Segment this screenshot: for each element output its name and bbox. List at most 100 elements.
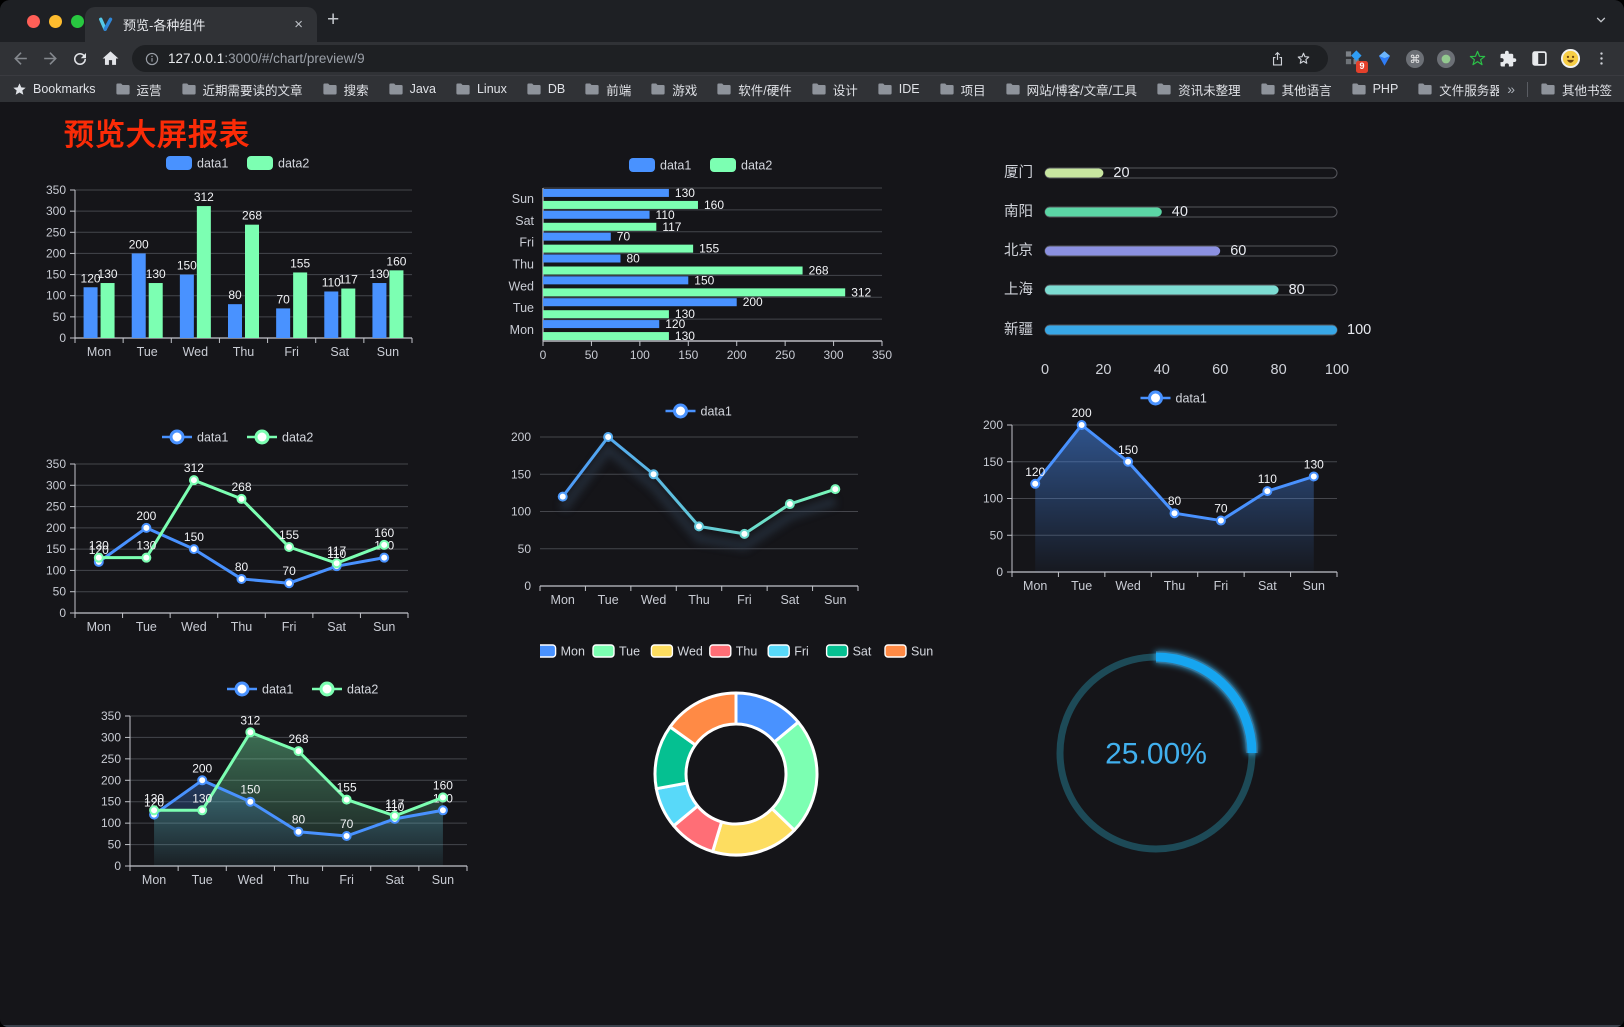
svg-text:Sun: Sun [377, 345, 399, 359]
bookmark-folder-软件/硬件[interactable]: 软件/硬件 [716, 80, 792, 99]
series-data2[interactable]: 130 130 312 268 155 117 160 [98, 190, 407, 338]
svg-text:Sat: Sat [1258, 579, 1277, 593]
url-bar[interactable]: 127.0.0.1:3000/#/chart/preview/9 [132, 45, 1328, 72]
series-data2[interactable]: 130 130 312 268 155 117 160 [89, 461, 395, 569]
chart-percent-gauge[interactable]: 25.00% [1008, 628, 1308, 883]
bookmark-folder-PHP[interactable]: PHP [1351, 82, 1398, 96]
series-data2[interactable]: 130 130 312 268 155 117 160 [144, 713, 453, 821]
legend-item-data2[interactable]: data2 [710, 158, 772, 173]
bookmark-label: 其他语言 [1281, 83, 1332, 98]
window-zoom-button[interactable] [71, 15, 84, 28]
svg-text:Fri: Fri [794, 645, 809, 659]
site-info-icon[interactable] [144, 51, 160, 67]
svg-text:Sat: Sat [515, 214, 534, 228]
bookmarks-manager[interactable]: Bookmarks [12, 82, 96, 97]
legend-item-data1[interactable]: data1 [629, 158, 691, 173]
bookmark-folder-运营[interactable]: 运营 [115, 80, 162, 99]
progress-row-北京[interactable]: 北京 60 [1004, 242, 1338, 259]
other-bookmarks-folder[interactable]: 其他书签 [1540, 80, 1612, 99]
pie-slice-Sun[interactable] [668, 691, 738, 747]
bookmarks-overflow-chevron[interactable]: » [1507, 81, 1515, 97]
back-button[interactable] [6, 45, 34, 73]
chart-city-progress[interactable]: 厦门 20 南阳 40 北京 60 上海 80 新疆 100 0 20 40 60 80 100 [985, 148, 1397, 388]
legend-item-data2[interactable]: data2 [312, 681, 378, 697]
chart-gradient-line[interactable]: data1 0 50 100 150 200 Mon Tue Wed Thu Fri Sat Sun [495, 398, 915, 610]
legend-item-Wed[interactable]: Wed [650, 644, 703, 659]
legend-item-Tue[interactable]: Tue [592, 644, 640, 659]
svg-text:300: 300 [101, 730, 121, 744]
reload-button[interactable] [66, 45, 94, 73]
forward-button[interactable] [36, 45, 64, 73]
chart-grouped-bar-horizontal[interactable]: data1 data2 0 50 100 150 200 250 300 350 Mon Tue Wed… [505, 148, 905, 367]
svg-text:0: 0 [524, 579, 531, 593]
bookmark-folder-IDE[interactable]: IDE [877, 82, 920, 96]
bookmark-folder-搜索[interactable]: 搜索 [322, 80, 369, 99]
extension-gem-icon[interactable] [1373, 48, 1395, 70]
extension-command-icon[interactable]: ⌘ [1404, 48, 1426, 70]
window-minimize-button[interactable] [49, 15, 62, 28]
extension-record-icon[interactable] [1435, 48, 1457, 70]
series-data1[interactable] [557, 432, 841, 539]
url-text[interactable]: 127.0.0.1:3000/#/chart/preview/9 [168, 51, 1264, 66]
svg-text:Sat: Sat [853, 645, 872, 659]
share-icon[interactable] [1264, 46, 1290, 72]
tab-search-chevron-icon[interactable] [1594, 13, 1608, 32]
home-button[interactable] [96, 45, 124, 73]
legend-item-Sat[interactable]: Sat [825, 644, 872, 659]
chart-area-line[interactable]: data1 0 50 100 150 200 Mon Tue Wed Thu Fri Sat Sun 12… [970, 388, 1390, 598]
legend-item-Sun[interactable]: Sun [884, 644, 933, 659]
extensions-puzzle-icon[interactable] [1497, 48, 1519, 70]
bookmark-folder-前端[interactable]: 前端 [584, 80, 631, 99]
chart-two-area-line[interactable]: data1 data2 0 50 100 150 200 250 300 350 Mon Tue Wed… [95, 673, 525, 889]
bookmark-folder-文件服务器[interactable]: 文件服务器 [1417, 80, 1499, 99]
sidebar-toggle-icon[interactable] [1528, 48, 1550, 70]
bookmark-folder-DB[interactable]: DB [526, 82, 565, 96]
progress-row-厦门[interactable]: 厦门 20 [1004, 164, 1338, 181]
chart-weekday-donut[interactable]: Mon Tue Wed Thu Fri Sat Sun [533, 638, 960, 890]
legend-item-data2[interactable]: data2 [247, 156, 309, 171]
legend-item-data1[interactable]: data1 [1140, 390, 1207, 406]
bookmark-star-icon[interactable] [1290, 46, 1316, 72]
progress-row-南阳[interactable]: 南阳 40 [1004, 203, 1338, 220]
bookmark-folder-资讯未整理[interactable]: 资讯未整理 [1156, 80, 1241, 99]
bookmark-folder-近期需要读的文章[interactable]: 近期需要读的文章 [181, 80, 303, 99]
bookmark-folder-Java[interactable]: Java [388, 82, 436, 96]
extension-star-icon[interactable] [1466, 48, 1488, 70]
browser-tab[interactable]: 预览-各种组件 × [85, 7, 317, 42]
legend-item-data1[interactable]: data1 [162, 429, 228, 445]
chart-grouped-bar[interactable]: data1 data2 0 50 100 150 200 250 300 350 Mon Tue Wed… [40, 148, 470, 364]
new-tab-button[interactable]: + [327, 8, 340, 31]
bookmark-folder-设计[interactable]: 设计 [811, 80, 858, 99]
legend-item-data1[interactable]: data1 [227, 681, 293, 697]
progress-row-上海[interactable]: 上海 80 [1004, 281, 1338, 298]
bookmark-folder-游戏[interactable]: 游戏 [650, 80, 697, 99]
svg-text:150: 150 [177, 259, 197, 273]
legend-item-data1[interactable]: data1 [665, 403, 732, 419]
series-data2[interactable]: 130 130 312 268 155 117 160 [543, 198, 872, 343]
legend-item-data1[interactable]: data1 [166, 156, 228, 171]
bookmark-folder-项目[interactable]: 项目 [939, 80, 986, 99]
bookmark-folder-网站/博客/文章/工具[interactable]: 网站/博客/文章/工具 [1005, 80, 1137, 99]
bookmark-label: 软件/硬件 [738, 83, 792, 98]
chart-two-line[interactable]: data1 data2 0 50 100 150 200 250 300 350 Mon Tue Wed… [35, 423, 465, 637]
bookmark-folder-Linux[interactable]: Linux [455, 82, 507, 96]
legend-item-Mon[interactable]: Mon [533, 644, 585, 659]
window-close-button[interactable] [27, 15, 40, 28]
menu-dots-icon[interactable] [1590, 48, 1612, 70]
legend-item-Thu[interactable]: Thu [709, 644, 758, 659]
profile-avatar-icon[interactable] [1559, 48, 1581, 70]
tab-close-button[interactable]: × [294, 16, 303, 33]
progress-row-新疆[interactable]: 新疆 100 [1004, 321, 1371, 338]
svg-text:60: 60 [1230, 243, 1246, 259]
svg-text:Tue: Tue [598, 593, 619, 607]
legend-item-Fri[interactable]: Fri [767, 644, 809, 659]
svg-text:Sun: Sun [512, 192, 534, 206]
legend-item-data2[interactable]: data2 [247, 429, 313, 445]
bookmark-folder-其他语言[interactable]: 其他语言 [1260, 80, 1332, 99]
svg-text:120: 120 [1025, 465, 1045, 479]
extension-grid-icon[interactable]: 9 [1342, 48, 1368, 73]
